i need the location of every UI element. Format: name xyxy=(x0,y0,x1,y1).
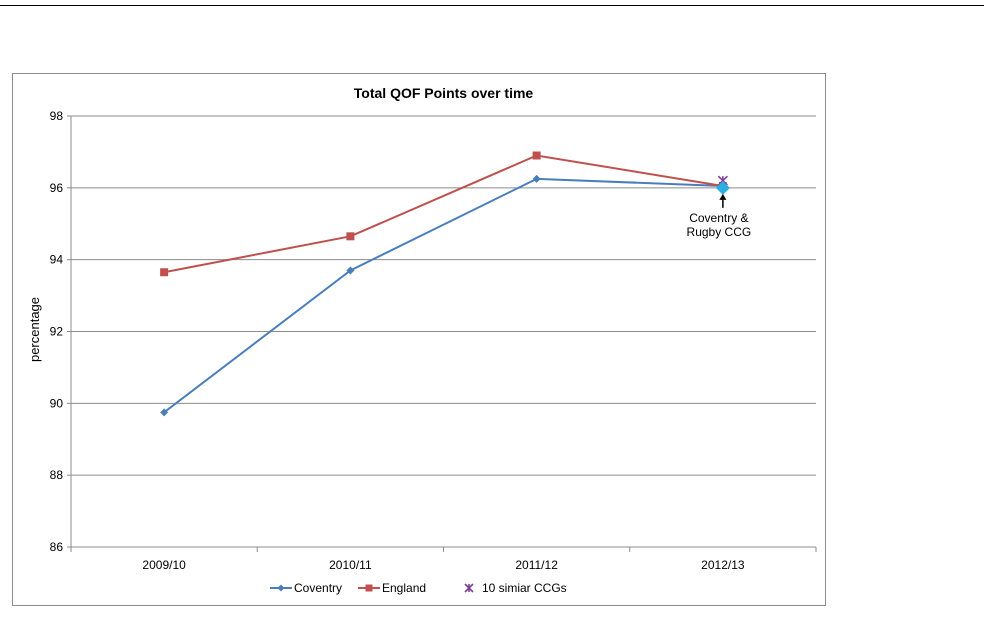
y-tick-label: 94 xyxy=(50,253,64,267)
y-tick-label: 88 xyxy=(50,468,64,482)
legend-label: Coventry xyxy=(294,581,342,595)
y-tick-label: 90 xyxy=(50,396,64,410)
x-tick-labels: 2009/10 2010/11 2011/12 2012/13 xyxy=(142,558,744,572)
legend-label: England xyxy=(382,581,426,595)
england-point xyxy=(532,151,541,160)
legend-item-coventry: Coventry xyxy=(270,581,342,595)
annotation-label: Rugby CCG xyxy=(687,225,752,239)
x-tick-label: 2012/13 xyxy=(701,558,745,572)
series-group xyxy=(160,151,730,417)
legend-item-10-simiar-ccgs: 10 simiar CCGs xyxy=(464,581,567,595)
coventry-point xyxy=(532,174,541,183)
legend-item-england: England xyxy=(358,581,426,595)
top-rule xyxy=(0,5,984,6)
england-point xyxy=(346,232,355,241)
y-tick-label: 92 xyxy=(50,325,64,339)
x-tick-label: 2009/10 xyxy=(142,558,186,572)
y-tick-label: 96 xyxy=(50,181,64,195)
legend-swatch-marker xyxy=(365,584,373,592)
coventry-line xyxy=(163,177,723,414)
y-tick-labels: 86 88 90 92 94 96 98 xyxy=(50,109,64,554)
x-tick-label: 2011/12 xyxy=(515,558,558,572)
chart-frame xyxy=(12,73,826,606)
coventry-point xyxy=(346,266,355,275)
legend: Coventry England 10 simiar CCGs xyxy=(270,581,567,595)
axes xyxy=(67,115,817,552)
annotation-group: Coventry &Rugby CCG xyxy=(687,193,752,239)
england-point xyxy=(160,268,169,277)
y-tick-label: 98 xyxy=(50,109,64,123)
y-tick-label: 86 xyxy=(50,540,64,554)
annotation-arrow-head xyxy=(719,193,727,200)
chart-title: Total QOF Points over time xyxy=(354,85,534,101)
coventry-point xyxy=(160,408,169,417)
gridlines xyxy=(71,115,816,476)
x-tick-label: 2010/11 xyxy=(329,558,372,572)
england-line xyxy=(163,154,724,274)
legend-swatch-marker xyxy=(464,583,474,593)
legend-label: 10 simiar CCGs xyxy=(482,581,567,595)
annotation-label: Coventry & xyxy=(689,211,748,225)
y-axis-label: percentage xyxy=(27,297,42,362)
legend-swatch-marker xyxy=(277,584,285,592)
highlight-point xyxy=(715,180,730,195)
